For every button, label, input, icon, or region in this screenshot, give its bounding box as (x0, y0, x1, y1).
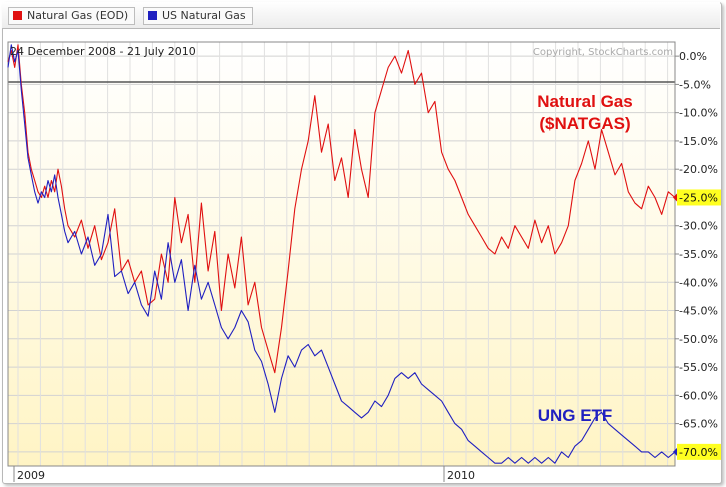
y-tick-label: -50.0% (679, 333, 718, 346)
annotation-natgas-symbol: ($NATGAS) (539, 114, 630, 133)
legend-label: Natural Gas (EOD) (27, 9, 129, 22)
end-marker-0 (673, 193, 677, 202)
end-marker-1 (673, 447, 677, 456)
legend-item-natural-gas-eod[interactable]: Natural Gas (EOD) (8, 7, 136, 25)
y-tick-label: -15.0% (679, 135, 718, 148)
legend-swatch-blue (148, 11, 157, 20)
y-tick-label: 0.0% (679, 50, 707, 63)
legend-bar: Natural Gas (EOD) US Natural Gas (2, 2, 720, 29)
y-tick-label: -35.0% (679, 248, 718, 261)
annotation-ung-etf: UNG ETF (538, 406, 613, 425)
legend-swatch-red (13, 11, 22, 20)
date-range: 24 December 2008 - 21 July 2010 (10, 45, 196, 58)
y-tick-label: -45.0% (679, 305, 718, 318)
series-group: -25.0% -70.0% (7, 44, 721, 464)
series-line-1 (7, 44, 676, 464)
y-tick-label: -30.0% (679, 220, 718, 233)
copyright: Copyright, StockCharts.com (533, 47, 673, 58)
series-line-0 (7, 44, 676, 374)
y-axis-ticks: 0.0% -5.0% -10.0% -15.0% -20.0% -30.0% -35.0% -… (675, 50, 718, 453)
y-tick-label: -55.0% (679, 361, 718, 374)
x-label-2009: 2009 (17, 469, 45, 482)
y-tick-label: -10.0% (679, 107, 718, 120)
x-axis: 2009 2010 (8, 465, 675, 482)
y-tick-label: -40.0% (679, 276, 718, 289)
y-tick-label: -5.0% (679, 78, 711, 91)
end-label-0: -25.0% (679, 191, 718, 204)
end-label-1: -70.0% (679, 446, 718, 459)
y-tick-label: -60.0% (679, 389, 718, 402)
x-label-2010: 2010 (447, 469, 475, 482)
end-label-highlight-0 (677, 189, 721, 206)
end-label-highlight-1 (677, 443, 721, 460)
legend-label: US Natural Gas (162, 9, 246, 22)
legend-item-us-natural-gas[interactable]: US Natural Gas (143, 7, 253, 25)
grid-lines (8, 42, 675, 466)
y-tick-label: -20.0% (679, 163, 718, 176)
y-tick-label: -65.0% (679, 418, 718, 431)
annotation-natural-gas: Natural Gas (537, 92, 632, 111)
